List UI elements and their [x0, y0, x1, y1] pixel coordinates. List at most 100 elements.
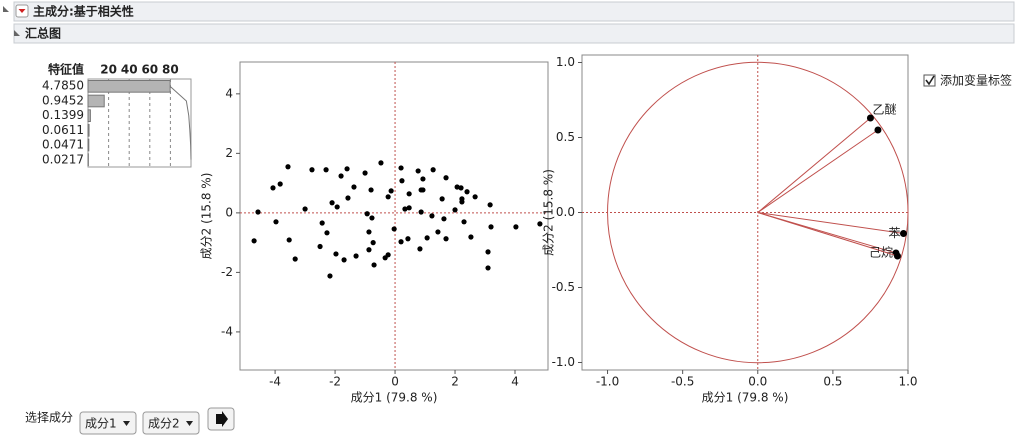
point — [472, 194, 478, 200]
dropdown[interactable] — [79, 411, 137, 435]
point — [402, 206, 408, 212]
check-mark — [925, 75, 935, 86]
point — [435, 229, 441, 235]
point — [899, 230, 907, 237]
point — [893, 252, 901, 260]
cumulative-line — [169, 85, 192, 160]
x-tick-label: 4 — [511, 375, 519, 389]
point — [323, 167, 329, 173]
point — [324, 230, 330, 236]
y-tick-label: -4 — [221, 324, 233, 338]
point — [341, 257, 347, 263]
section-title: 汇总图 — [25, 26, 61, 41]
x-tick-label: 0.0 — [748, 375, 767, 389]
point — [406, 191, 412, 197]
point — [370, 240, 376, 246]
point — [333, 251, 339, 257]
point — [424, 235, 430, 241]
dropdown-text[interactable]: 成分1 — [85, 417, 117, 431]
x-tick-label: 20 — [100, 63, 117, 77]
select-label: 选择成分 — [25, 411, 73, 425]
dropdown-text[interactable]: 成分2 — [148, 417, 180, 431]
point — [302, 206, 308, 212]
unit-circle — [607, 61, 909, 364]
point — [439, 196, 445, 202]
red-triangle — [18, 9, 26, 13]
eigenvalue: 0.1399 — [42, 108, 84, 122]
point — [391, 226, 397, 232]
point — [309, 167, 315, 173]
y-axis-label: 成分2 (15.8 %) — [200, 173, 214, 260]
vector — [757, 117, 871, 213]
point — [488, 224, 494, 230]
plot-frame — [87, 78, 192, 168]
point — [338, 173, 344, 179]
point — [378, 160, 384, 166]
point — [399, 178, 405, 184]
point — [327, 273, 333, 279]
title-bar — [13, 1, 1015, 22]
eigenvalue: 0.0217 — [42, 153, 84, 167]
point-label: 己烷 — [869, 246, 893, 260]
y-tick-label: -2 — [221, 265, 233, 279]
point — [537, 221, 543, 227]
x-tick-label: 0.5 — [823, 375, 842, 389]
y-tick-label: 2 — [225, 146, 233, 160]
dropdown-arrow — [123, 421, 130, 426]
bar — [87, 80, 171, 93]
dropdown[interactable] — [142, 411, 200, 435]
x-tick-label: 1.0 — [898, 375, 917, 389]
y-tick-label: 4 — [225, 86, 233, 100]
x-tick-label: -0.5 — [671, 375, 694, 389]
x-tick-label: -4 — [269, 375, 281, 389]
eigenvalue: 0.9452 — [42, 93, 84, 107]
point — [464, 189, 470, 195]
point-label: 苯 — [888, 226, 900, 240]
bar — [87, 94, 105, 108]
point — [441, 216, 447, 222]
point — [368, 187, 374, 193]
point — [458, 185, 464, 191]
point — [406, 205, 412, 211]
point — [371, 262, 377, 268]
x-tick-label: -2 — [329, 375, 341, 389]
point — [487, 202, 493, 208]
point — [459, 199, 465, 205]
point — [485, 265, 491, 271]
x-tick-label: 60 — [141, 63, 158, 77]
point-label: 乙醚 — [872, 103, 896, 117]
point — [398, 239, 404, 245]
point — [420, 187, 426, 193]
plot-frame — [239, 61, 549, 371]
bar — [87, 124, 90, 137]
point — [251, 238, 257, 244]
point — [418, 209, 424, 215]
point — [369, 215, 375, 221]
y-tick-label: -0.5 — [552, 280, 575, 294]
point — [388, 188, 394, 194]
disclosure-icon[interactable] — [3, 6, 9, 12]
point — [420, 176, 426, 182]
checkbox-label[interactable]: 添加变量标签 — [940, 73, 1012, 88]
point — [273, 219, 279, 225]
arrow-icon — [216, 411, 228, 427]
checkbox[interactable] — [923, 74, 936, 87]
point — [385, 194, 391, 200]
point — [353, 253, 359, 259]
point — [385, 252, 391, 258]
eigenvalue: 0.0471 — [42, 138, 84, 152]
point — [364, 211, 370, 217]
bar — [87, 109, 91, 123]
x-axis-label: 成分1 (79.8 %) — [351, 391, 438, 405]
point — [415, 168, 421, 174]
y-tick-label: 0.0 — [556, 205, 575, 219]
y-tick-label: 1.0 — [556, 55, 575, 69]
point — [454, 184, 460, 190]
disclosure-icon[interactable] — [14, 30, 20, 36]
y-tick-label: 0.5 — [556, 130, 575, 144]
point — [417, 246, 423, 252]
title: 主成分:基于相关性 — [33, 4, 134, 19]
x-tick-label: -1.0 — [596, 375, 619, 389]
x-axis-label: 成分1 (79.8 %) — [702, 391, 789, 405]
